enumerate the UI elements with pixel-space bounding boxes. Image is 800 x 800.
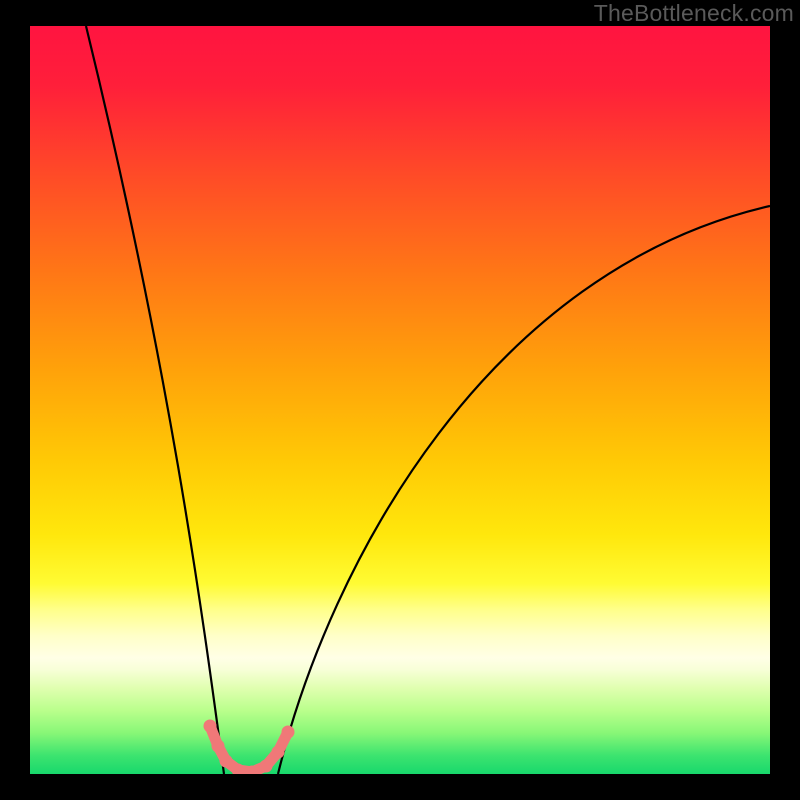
trough-dot [204, 720, 217, 733]
trough-dot [260, 760, 273, 773]
trough-dot [272, 746, 285, 759]
gradient-background [30, 26, 770, 774]
trough-dot [232, 764, 245, 777]
trough-dot [282, 726, 295, 739]
watermark-text: TheBottleneck.com [594, 0, 794, 27]
trough-dot [246, 766, 259, 779]
trough-dot [220, 755, 233, 768]
chart-svg [0, 0, 800, 800]
trough-dot [212, 740, 225, 753]
